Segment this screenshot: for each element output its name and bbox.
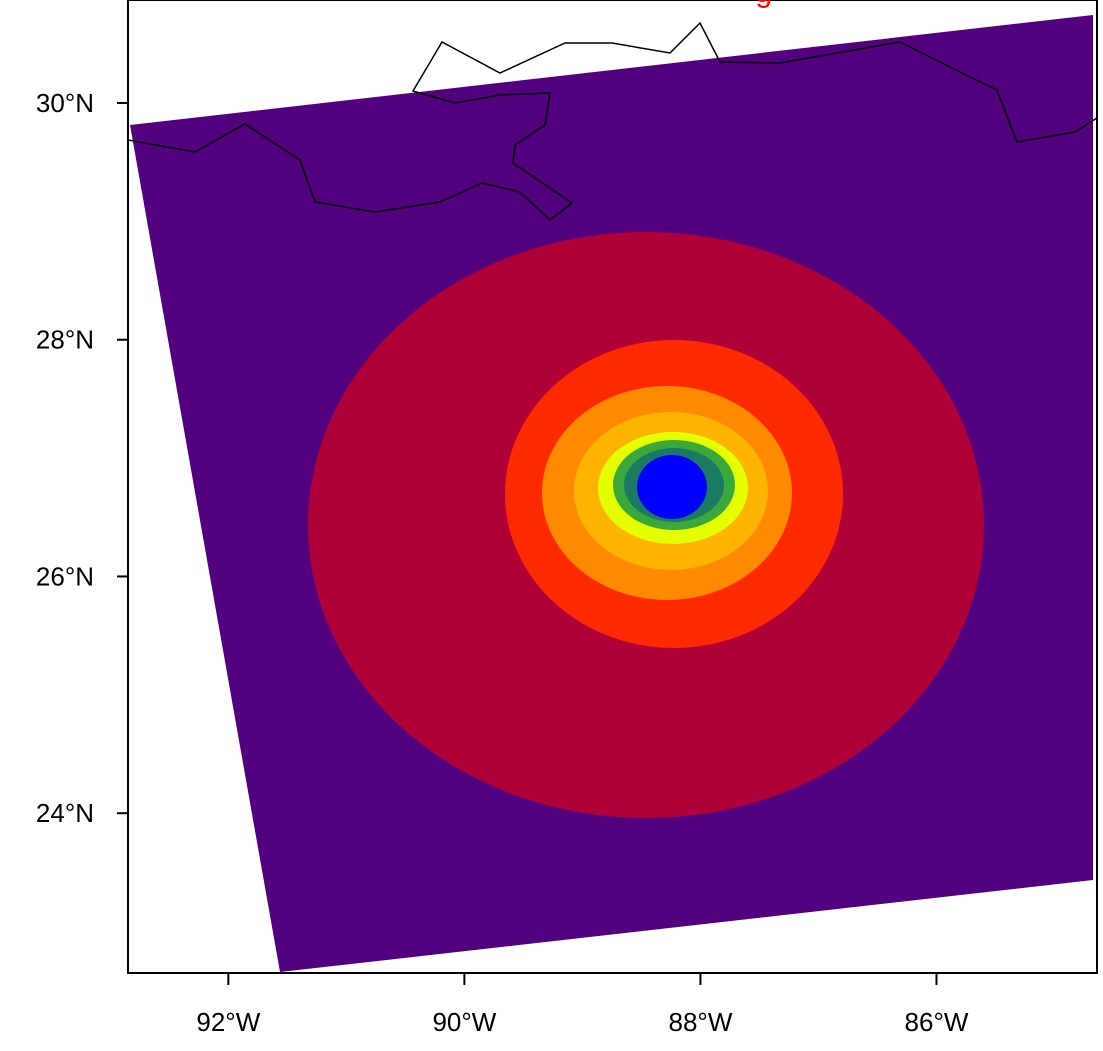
map: g 30°N 28°N 26°N 24°N 92°W 90°W 88°W 86°W xyxy=(0,0,1103,1051)
x-tick-label: 86°W xyxy=(905,1007,969,1037)
y-tick-label: 28°N xyxy=(36,325,94,355)
page: g 30°N28°N26°N24°N92°W90°W88°W86°W (() =… xyxy=(0,0,1103,1051)
contour-band xyxy=(637,455,707,519)
map-field xyxy=(128,15,1097,972)
y-tick-label: 24°N xyxy=(36,798,94,828)
y-tick-label: 26°N xyxy=(36,561,94,591)
y-tick-label: 30°N xyxy=(36,88,94,118)
x-tick-label: 90°W xyxy=(432,1007,496,1037)
title-fragment: g xyxy=(755,0,772,9)
x-tick-label: 88°W xyxy=(669,1007,733,1037)
x-tick-label: 92°W xyxy=(196,1007,260,1037)
